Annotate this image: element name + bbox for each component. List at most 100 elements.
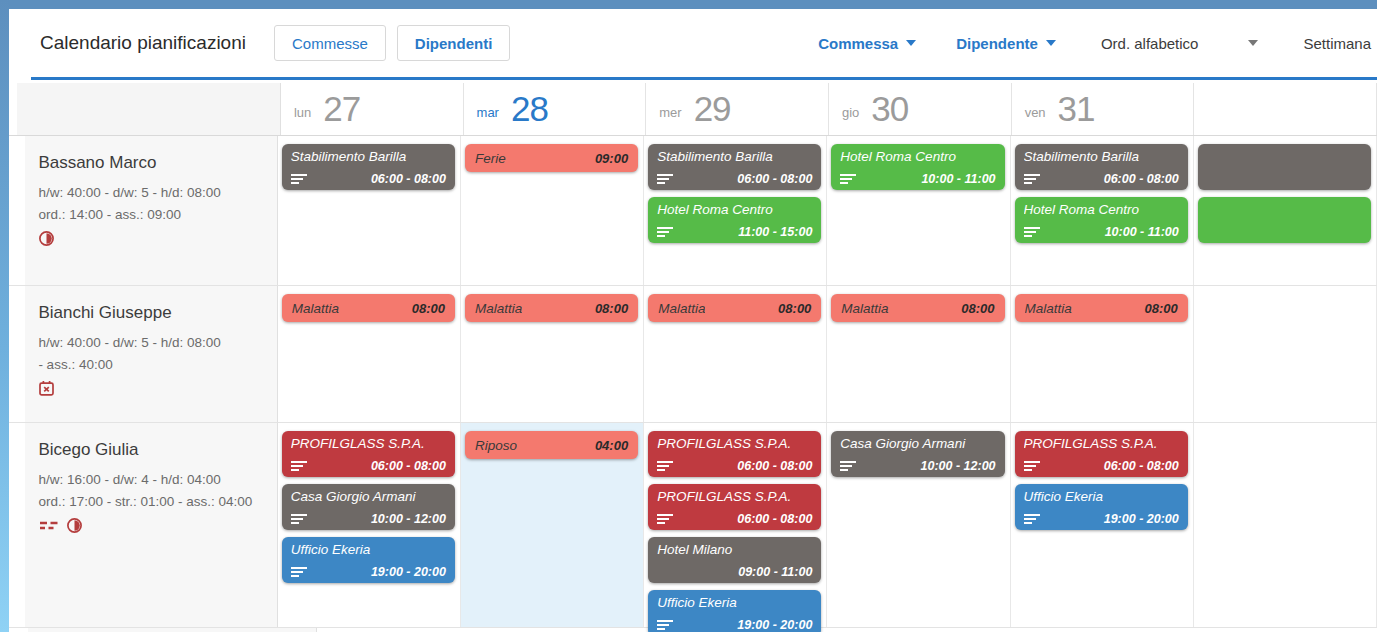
toolbar-filters: Commessa Dipendente Ord. alfabetico Sett… [818, 35, 1377, 52]
event-time: 08:00 [961, 301, 994, 316]
event-card[interactable]: Ufficio Ekeria 19:00 - 20:00 [282, 537, 455, 583]
event-card[interactable]: Malattia08:00 [282, 294, 455, 322]
employee-info: Bicego Giuliah/w: 16:00 - d/w: 4 - h/d: … [25, 423, 277, 627]
employee-stats-line: - ass.: 40:00 [38, 354, 266, 376]
event-card[interactable]: Malattia08:00 [648, 294, 821, 322]
half-moon-icon [66, 517, 83, 534]
calendar-cell[interactable]: Ferie09:00 [461, 136, 644, 285]
menu-lines-icon [291, 174, 308, 185]
calendar-cell[interactable]: PROFILGLASS S.P.A. 06:00 - 08:00PROFILGL… [644, 423, 827, 627]
menu-lines-icon [291, 514, 308, 525]
event-card[interactable]: Ufficio Ekeria 19:00 - 20:00 [1015, 484, 1188, 530]
event-time: 19:00 - 20:00 [371, 565, 446, 579]
menu-lines-icon [1024, 461, 1041, 472]
chevron-down-icon [906, 40, 916, 46]
event-card[interactable]: Stabilimento Barilla 06:00 - 08:00 [648, 144, 821, 190]
event-time: 06:00 - 08:00 [371, 459, 446, 473]
row-gutter [9, 136, 25, 285]
event-card[interactable] [1198, 144, 1371, 190]
event-card[interactable]: PROFILGLASS S.P.A. 06:00 - 08:00 [282, 431, 455, 477]
event-time: 10:00 - 11:00 [1105, 225, 1179, 239]
next-row-name-cell [28, 628, 317, 632]
menu-lines-icon [291, 567, 308, 578]
event-card[interactable]: Riposo04:00 [465, 431, 638, 459]
calendar-cell[interactable]: Malattia08:00 [644, 286, 827, 422]
calendar-cell[interactable] [1194, 286, 1377, 422]
event-card[interactable]: Casa Giorgio Armani 10:00 - 12:00 [282, 484, 455, 530]
event-title: Hotel Roma Centro [1024, 202, 1179, 217]
calendar-cell[interactable]: Stabilimento Barilla 06:00 - 08:00 Hotel … [644, 136, 827, 285]
dipendenti-button[interactable]: Dipendenti [397, 25, 511, 61]
event-time: 06:00 - 08:00 [371, 172, 446, 186]
event-card[interactable]: Hotel Roma Centro 10:00 - 11:00 [1015, 197, 1188, 243]
calendar-cell[interactable]: Riposo04:00 [461, 423, 644, 627]
window-frame-left [0, 0, 9, 632]
event-card[interactable]: PROFILGLASS S.P.A. 06:00 - 08:00 [648, 431, 821, 477]
event-title: Ufficio Ekeria [291, 542, 446, 557]
event-title: PROFILGLASS S.P.A. [657, 489, 812, 504]
window-frame-top [0, 0, 1377, 9]
menu-lines-icon [840, 461, 857, 472]
event-card[interactable]: Hotel Milano09:00 - 11:00 [648, 537, 821, 583]
calendar-cell[interactable]: PROFILGLASS S.P.A. 06:00 - 08:00 Casa Gio… [278, 423, 461, 627]
event-card[interactable]: PROFILGLASS S.P.A. 06:00 - 08:00 [648, 484, 821, 530]
calendar-cell[interactable]: Stabilimento Barilla 06:00 - 08:00 [278, 136, 461, 285]
event-card[interactable]: Stabilimento Barilla 06:00 - 08:00 [282, 144, 455, 190]
event-card[interactable] [1198, 197, 1371, 243]
employee-status-icons [38, 380, 266, 397]
page-title: Calendario pianificazioni [40, 32, 246, 54]
calendar-cell[interactable] [1194, 136, 1377, 285]
event-card[interactable]: PROFILGLASS S.P.A. 06:00 - 08:00 [1015, 431, 1188, 477]
event-title: Ferie [475, 151, 506, 166]
day-header-ven: ven31 [1012, 83, 1195, 135]
event-title: Casa Giorgio Armani [291, 489, 446, 504]
event-time: 06:00 - 08:00 [737, 459, 812, 473]
dipendente-filter-dropdown[interactable]: Dipendente [956, 35, 1056, 52]
event-card[interactable]: Malattia08:00 [1015, 294, 1188, 322]
event-title: Ufficio Ekeria [657, 595, 812, 610]
day-abbr: mer [659, 105, 681, 120]
calendar-cell[interactable]: Malattia08:00 [827, 286, 1010, 422]
commessa-filter-dropdown[interactable]: Commessa [818, 35, 916, 52]
event-card[interactable]: Hotel Roma Centro 10:00 - 11:00 [831, 144, 1004, 190]
menu-lines-icon [657, 461, 674, 472]
day-number: 27 [323, 89, 360, 129]
event-card[interactable]: Stabilimento Barilla 06:00 - 08:00 [1015, 144, 1188, 190]
day-number: 28 [511, 89, 548, 129]
event-card[interactable]: Ufficio Ekeria 19:00 - 20:00 [648, 590, 821, 632]
event-title: Ufficio Ekeria [1024, 489, 1179, 504]
calendar-cell[interactable] [1194, 423, 1377, 627]
event-card[interactable]: Malattia08:00 [831, 294, 1004, 322]
event-card[interactable]: Casa Giorgio Armani 10:00 - 12:00 [831, 431, 1004, 477]
event-time: 08:00 [412, 301, 445, 316]
event-card[interactable]: Ferie09:00 [465, 144, 638, 172]
calendar-cell[interactable]: Malattia08:00 [461, 286, 644, 422]
sort-order-dropdown[interactable]: Ord. alfabetico [1101, 35, 1259, 52]
calendar-cell[interactable]: Malattia08:00 [1011, 286, 1194, 422]
employee-stats-line: h/w: 40:00 - d/w: 5 - h/d: 08:00 [38, 332, 266, 354]
calendar-cell[interactable]: Casa Giorgio Armani 10:00 - 12:00 [827, 423, 1010, 627]
calendar-cell[interactable]: Malattia08:00 [278, 286, 461, 422]
event-title: Hotel Milano [657, 542, 812, 557]
menu-lines-icon [291, 461, 308, 472]
view-mode-dropdown[interactable]: Settimana [1303, 35, 1371, 52]
calendar-cell[interactable]: Stabilimento Barilla 06:00 - 08:00 Hotel … [1011, 136, 1194, 285]
planning-calendar-app: Calendario pianificazioni Commesse Dipen… [9, 9, 1377, 632]
employee-stats-line: h/w: 40:00 - d/w: 5 - h/d: 08:00 [38, 182, 266, 204]
event-card[interactable]: Hotel Roma Centro 11:00 - 15:00 [648, 197, 821, 243]
day-header-row: lun27mar28mer29gio30ven31 [9, 83, 1377, 136]
menu-lines-icon [1024, 174, 1041, 185]
commesse-button[interactable]: Commesse [274, 25, 386, 61]
day-abbr: ven [1025, 105, 1046, 120]
event-time: 08:00 [1145, 301, 1178, 316]
employee-status-icons [38, 517, 266, 534]
calendar-cell[interactable]: PROFILGLASS S.P.A. 06:00 - 08:00 Ufficio … [1011, 423, 1194, 627]
employee-stats-line: h/w: 16:00 - d/w: 4 - h/d: 04:00 [38, 469, 266, 491]
event-time: 19:00 - 20:00 [1104, 512, 1179, 526]
event-time: 06:00 - 08:00 [737, 512, 812, 526]
calendar-cell[interactable]: Hotel Roma Centro 10:00 - 11:00 [827, 136, 1010, 285]
menu-lines-icon [657, 227, 674, 238]
event-card[interactable]: Malattia08:00 [465, 294, 638, 322]
day-header-mer: mer29 [646, 83, 829, 135]
event-title: PROFILGLASS S.P.A. [1024, 436, 1179, 451]
